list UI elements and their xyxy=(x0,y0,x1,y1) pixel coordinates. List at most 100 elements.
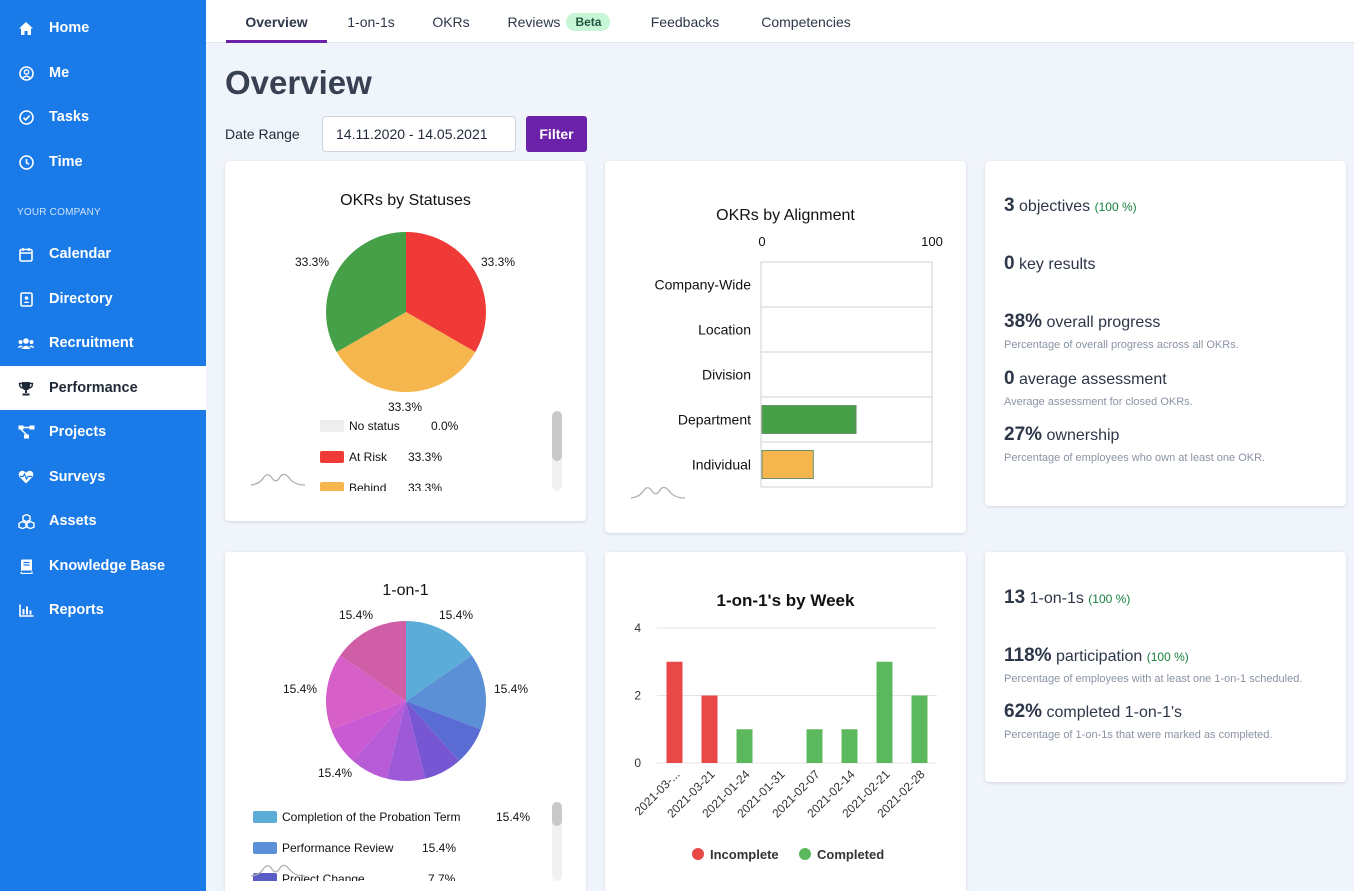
axis-tick-label: 0 xyxy=(758,234,765,249)
trophy-icon xyxy=(17,379,35,397)
pie-slice[interactable] xyxy=(340,621,406,701)
sidebar-item-calendar[interactable]: Calendar xyxy=(0,232,206,276)
stat-ownership: 27% ownership Percentage of employees wh… xyxy=(1004,424,1265,464)
pie-slice[interactable] xyxy=(331,701,406,761)
sidebar-item-assets[interactable]: Assets xyxy=(0,499,206,543)
sidebar-item-label: Assets xyxy=(49,513,97,529)
pie-percent-label: 15.4% xyxy=(283,682,318,696)
tab-1-on-1s[interactable]: 1-on-1s xyxy=(336,0,406,43)
pie-slice[interactable] xyxy=(406,701,460,779)
pie-slice[interactable] xyxy=(336,312,476,392)
stat-participation: 118% participation (100 %) Percentage of… xyxy=(1004,645,1302,685)
legend-scrollbar[interactable] xyxy=(552,802,562,881)
bar[interactable] xyxy=(761,405,857,434)
tab-competencies[interactable]: Competencies xyxy=(754,0,858,43)
pie-slice[interactable] xyxy=(386,701,426,781)
date-range-input[interactable]: 14.11.2020 - 14.05.2021 xyxy=(322,116,516,152)
sidebar-item-me[interactable]: Me xyxy=(0,51,206,95)
legend-item[interactable]: Behind xyxy=(320,481,386,491)
scrollbar-thumb[interactable] xyxy=(552,411,562,461)
sidebar-item-performance[interactable]: Performance xyxy=(0,366,206,410)
date-range-label: Date Range xyxy=(225,126,300,142)
stat-value: 3 xyxy=(1004,195,1015,216)
check-circle-icon xyxy=(17,108,35,126)
bar[interactable] xyxy=(666,661,683,763)
stat-objectives: 3 objectives (100 %) xyxy=(1004,195,1137,217)
legend-scrollbar[interactable] xyxy=(552,411,562,491)
stat-label: key results xyxy=(1019,256,1096,273)
sidebar-item-reports[interactable]: Reports xyxy=(0,588,206,632)
stat-label: average assessment xyxy=(1019,371,1167,388)
pie-slice[interactable] xyxy=(352,701,406,779)
category-label: Company-Wide xyxy=(655,277,752,293)
bar[interactable] xyxy=(736,729,753,763)
beta-badge: Beta xyxy=(566,12,611,31)
tab-feedbacks[interactable]: Feedbacks xyxy=(644,0,726,43)
pie-percent-label: 15.4% xyxy=(494,682,529,696)
stat-label: participation xyxy=(1056,648,1143,665)
legend-item[interactable]: No status xyxy=(320,419,400,433)
sidebar-item-label: Me xyxy=(49,65,70,81)
sidebar-item-label: Directory xyxy=(49,291,113,307)
stat-value: 13 xyxy=(1004,587,1026,608)
bar[interactable] xyxy=(841,729,858,763)
sidebar-item-home[interactable]: Home xyxy=(0,6,206,50)
bar[interactable] xyxy=(806,729,823,763)
pie-slice[interactable] xyxy=(326,655,406,730)
legend-label[interactable]: Completed xyxy=(817,847,884,862)
stat-description: Average assessment for closed OKRs. xyxy=(1004,396,1193,408)
home-icon xyxy=(17,19,35,37)
sidebar-item-label: Performance xyxy=(49,380,138,396)
okr-status-pie xyxy=(326,232,486,392)
bar[interactable] xyxy=(911,695,928,764)
tab-okrs[interactable]: OKRs xyxy=(426,0,476,43)
okr-alignment-bar-chart: 0 100 Company-Wide Location Division Departme… xyxy=(655,234,943,488)
sidebar-item-label: Surveys xyxy=(49,469,106,485)
legend-item[interactable]: At Risk xyxy=(320,450,387,464)
legend-value: 15.4% xyxy=(496,810,531,824)
stat-description: Percentage of employees who own at least… xyxy=(1004,452,1266,464)
tab-overview[interactable]: Overview xyxy=(226,0,327,43)
address-book-icon xyxy=(17,290,35,308)
scrollbar-thumb[interactable] xyxy=(552,802,562,826)
sidebar-item-recruitment[interactable]: Recruitment xyxy=(0,321,206,365)
legend-swatch xyxy=(320,482,344,491)
sidebar-item-tasks[interactable]: Tasks xyxy=(0,95,206,139)
legend-label: Performance Review xyxy=(282,841,394,855)
sidebar-item-knowledge-base[interactable]: Knowledge Base xyxy=(0,544,206,588)
stat-average-assessment: 0 average assessment Average assessment … xyxy=(1004,368,1193,408)
stat-percent: (100 %) xyxy=(1146,650,1189,664)
legend-value: 0.0% xyxy=(431,419,459,433)
chart-title: OKRs by Alignment xyxy=(716,207,855,224)
filter-button[interactable]: Filter xyxy=(526,116,587,152)
tab-reviews[interactable]: Reviews Beta xyxy=(504,0,614,43)
sidebar-item-time[interactable]: Time xyxy=(0,140,206,184)
legend-item[interactable]: Performance Review xyxy=(253,841,393,855)
sidebar-item-directory[interactable]: Directory xyxy=(0,277,206,321)
stat-value: 118% xyxy=(1004,645,1052,666)
legend-label[interactable]: Incomplete xyxy=(710,847,779,862)
pie-slice[interactable] xyxy=(406,232,486,352)
pie-slice[interactable] xyxy=(406,621,472,701)
legend-swatch xyxy=(320,420,344,432)
pie-percent-label: 15.4% xyxy=(318,766,353,780)
user-circle-icon xyxy=(17,64,35,82)
stat-label: 1-on-1s xyxy=(1029,590,1084,607)
legend-item[interactable]: Completion of the Probation Term xyxy=(253,810,461,824)
pie-slice[interactable] xyxy=(326,232,406,352)
stat-percent: (100 %) xyxy=(1088,592,1131,606)
pie-slice[interactable] xyxy=(406,701,481,761)
sidebar: Home Me Tasks Time YOUR COMPANY Calendar… xyxy=(0,0,206,891)
bar[interactable] xyxy=(876,661,893,763)
pie-slice[interactable] xyxy=(406,655,486,730)
sidebar-item-surveys[interactable]: Surveys xyxy=(0,455,206,499)
axis-tick-label: 2 xyxy=(634,689,641,703)
bar[interactable] xyxy=(701,695,718,764)
bar[interactable] xyxy=(761,450,814,479)
sidebar-item-projects[interactable]: Projects xyxy=(0,410,206,454)
chart-watermark-icon xyxy=(250,473,306,486)
stat-value: 0 xyxy=(1004,253,1015,274)
clock-icon xyxy=(17,153,35,171)
stat-label: completed 1-on-1's xyxy=(1046,704,1183,721)
legend-item[interactable]: Project Change xyxy=(253,872,365,881)
